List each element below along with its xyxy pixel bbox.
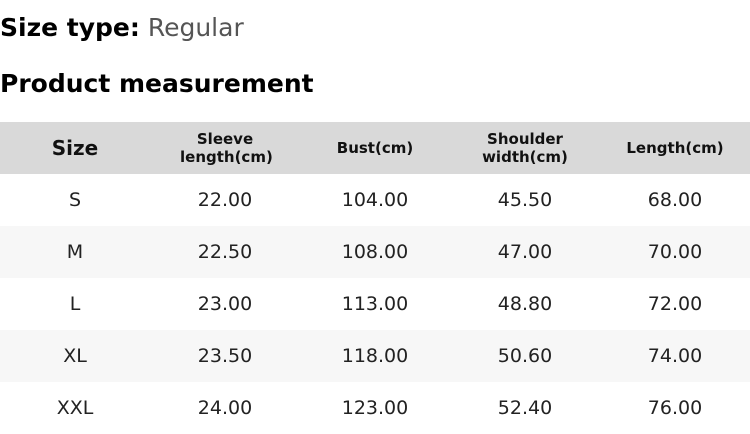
table-cell: 76.00 [647, 397, 703, 419]
table-cell: 108.00 [300, 226, 450, 278]
table-cell: 47.00 [450, 226, 600, 278]
table-cell: 45.50 [497, 189, 553, 211]
header-bust: Bust(cm) [300, 122, 450, 174]
table-cell: 48.80 [497, 293, 553, 315]
table-cell: 50.60 [450, 330, 600, 382]
table-cell: 70.00 [600, 226, 750, 278]
header-sleeve-length: Sleeve length(cm) [150, 122, 300, 174]
table-cell: 72.00 [647, 293, 703, 315]
header-shoulder-width: Shoulder width(cm) [450, 122, 600, 174]
table-cell: L [69, 293, 81, 315]
table-row: M 22.50 108.00 47.00 70.00 [0, 226, 750, 278]
table-row: L 23.00 113.00 48.80 72.00 [0, 278, 750, 330]
table-cell: XL [0, 330, 150, 382]
header-length: Length(cm) [600, 122, 750, 174]
table-cell: 74.00 [600, 330, 750, 382]
section-title: Product measurement [0, 69, 314, 98]
table-row: XL 23.50 118.00 50.60 74.00 [0, 330, 750, 382]
table-cell: XXL [56, 397, 94, 419]
table-cell: 52.40 [497, 397, 553, 419]
table-cell: 23.50 [150, 330, 300, 382]
measurement-table: Size Sleeve length(cm) Bust(cm) Shoulder… [0, 122, 750, 434]
table-cell: 68.00 [647, 189, 703, 211]
table-cell: 123.00 [341, 397, 409, 419]
size-type: Size type: Regular [0, 10, 244, 46]
table-header-row: Size Sleeve length(cm) Bust(cm) Shoulder… [0, 122, 750, 174]
table-cell: 22.00 [197, 189, 253, 211]
table-cell: S [68, 189, 82, 211]
table-cell: 118.00 [300, 330, 450, 382]
size-type-label: Size type: [0, 13, 140, 42]
table-cell: M [0, 226, 150, 278]
table-row: S 22.00 104.00 45.50 68.00 [0, 174, 750, 226]
size-type-value: Regular [147, 13, 244, 42]
table-cell: 104.00 [341, 189, 409, 211]
table-cell: 113.00 [341, 293, 409, 315]
table-cell: 24.00 [197, 397, 253, 419]
table-cell: 22.50 [150, 226, 300, 278]
table-row: XXL 24.00 123.00 52.40 76.00 [0, 382, 750, 434]
table-cell: 23.00 [197, 293, 253, 315]
header-size: Size [0, 122, 150, 174]
